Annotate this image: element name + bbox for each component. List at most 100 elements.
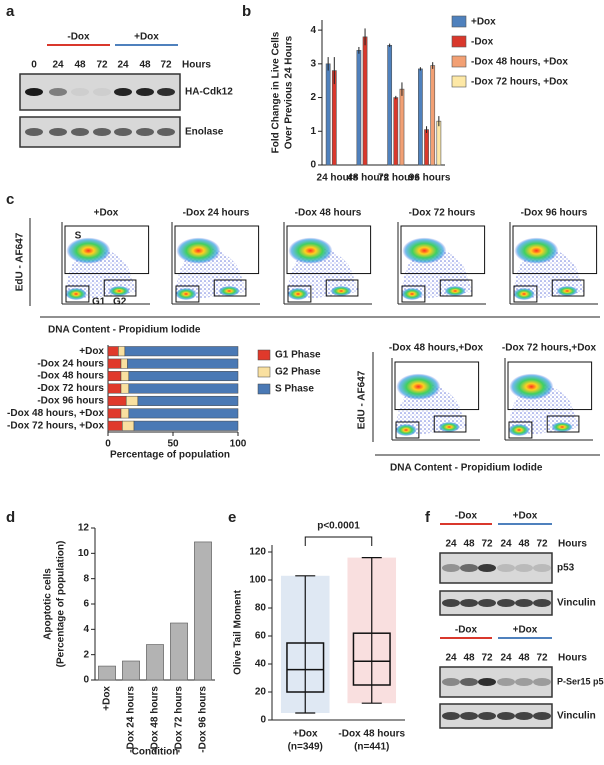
bar-segment: [128, 371, 239, 382]
bar: [387, 44, 393, 166]
x-tick-label: 72 hours: [378, 173, 420, 184]
gate: [65, 285, 90, 303]
y-tick-label: -Dox 24 hours: [37, 358, 104, 369]
bar: [331, 70, 337, 166]
flow-density: [556, 286, 578, 296]
flow-density: [176, 237, 221, 264]
band: [515, 678, 533, 686]
lane-label: 24: [445, 653, 457, 664]
legend-swatch: [257, 383, 271, 395]
y-tick-label: 0: [260, 715, 266, 726]
y-axis-label: Apoptotic cells: [43, 568, 54, 640]
flow-x-label: DNA Content - Propidium Iodide: [48, 325, 201, 336]
bar-segment: [120, 358, 128, 369]
bar-segment: [120, 371, 130, 382]
bar: [146, 644, 164, 681]
bar-segment: [107, 408, 122, 419]
group-label: -Dox: [455, 511, 478, 522]
lane-label: 72: [160, 60, 172, 71]
flow-density: [551, 422, 573, 432]
flow-title: -Dox 48 hours: [295, 208, 362, 219]
flow-y-label: EdU - AF647: [357, 370, 368, 429]
legend-label: G2 Phase: [275, 367, 321, 378]
flow-density: [175, 288, 197, 300]
bar-segment: [107, 420, 123, 431]
legend-swatch: [257, 349, 271, 361]
band: [478, 712, 496, 720]
lane-label: 48: [518, 539, 530, 550]
hours-label: Hours: [558, 539, 587, 550]
band: [460, 564, 478, 572]
flow-title: -Dox 72 hours,+Dox: [502, 343, 597, 354]
bar: [170, 622, 188, 681]
band: [114, 88, 132, 96]
band: [515, 599, 533, 607]
bar-segment: [128, 408, 239, 419]
band: [460, 678, 478, 686]
gate-label: G1: [92, 297, 106, 308]
bar: [356, 50, 362, 166]
y-tick-label: -Dox 72 hours, +Dox: [7, 420, 104, 431]
band: [93, 128, 111, 136]
legend-swatch: [451, 55, 467, 68]
lane-label: 48: [463, 653, 475, 664]
legend-label: S Phase: [275, 384, 314, 395]
y-tick-label: 40: [255, 659, 267, 670]
x-tick-label: -Dox 48 hours: [338, 729, 405, 740]
band: [497, 599, 515, 607]
bar-segment: [107, 383, 122, 394]
bar: [424, 129, 429, 166]
y-tick-label: -Dox 48 hours, +Dox: [7, 408, 104, 419]
flow-title: -Dox 24 hours: [183, 208, 250, 219]
y-tick-label: 120: [249, 547, 266, 558]
group-label: +Dox: [513, 511, 538, 522]
legend-label: G1 Phase: [275, 350, 321, 361]
row-label: p53: [557, 563, 575, 574]
lane-label: 24: [52, 60, 64, 71]
flow-density: [287, 288, 309, 300]
gate: [213, 279, 247, 297]
lane-label: 48: [463, 539, 475, 550]
gate: [439, 279, 473, 297]
flow-y-label: EdU - AF647: [15, 232, 26, 291]
y-tick-label: 6: [83, 599, 89, 610]
y-axis-label: Olive Tail Moment: [233, 589, 244, 674]
panel-letter: b: [242, 3, 251, 20]
y-tick-label: 4: [310, 25, 316, 36]
band: [478, 599, 496, 607]
x-tick-label: -Dox 72 hours: [174, 686, 185, 753]
legend-label: -Dox: [471, 37, 494, 48]
y-tick-label: 12: [78, 523, 90, 534]
y-axis-label: Fold Change in Live Cells: [271, 31, 282, 153]
gate: [394, 361, 480, 411]
annotation: p<0.0001: [317, 521, 360, 532]
lane-label: 48: [139, 60, 151, 71]
gate-label: G2: [113, 297, 127, 308]
bracket: [304, 536, 373, 546]
gate: [546, 415, 580, 433]
bar-segment: [107, 395, 127, 406]
band: [136, 128, 154, 136]
lane-label: 72: [536, 539, 548, 550]
bar: [399, 88, 405, 166]
gate: [287, 285, 312, 303]
lane-label: 24: [445, 539, 457, 550]
lane-label: 72: [481, 539, 493, 550]
group-label: -Dox: [67, 32, 90, 43]
x-tick-label: (n=349): [288, 742, 323, 753]
legend-label: -Dox 48 hours, +Dox: [471, 57, 568, 68]
row-label: Vinculin: [557, 711, 596, 722]
flow-density: [508, 424, 530, 436]
y-axis-label: (Percentage of population): [56, 541, 67, 668]
band: [515, 712, 533, 720]
y-axis-label: Over Previous 24 Hours: [284, 35, 295, 149]
row-label: HA-Cdk12: [185, 87, 233, 98]
bar: [122, 660, 140, 681]
band: [136, 88, 154, 96]
bar-segment: [133, 420, 239, 431]
y-tick-label: 8: [83, 573, 89, 584]
gate: [508, 421, 533, 439]
bar-segment: [124, 346, 239, 357]
bar: [98, 665, 116, 681]
hours-label: Hours: [558, 653, 587, 664]
